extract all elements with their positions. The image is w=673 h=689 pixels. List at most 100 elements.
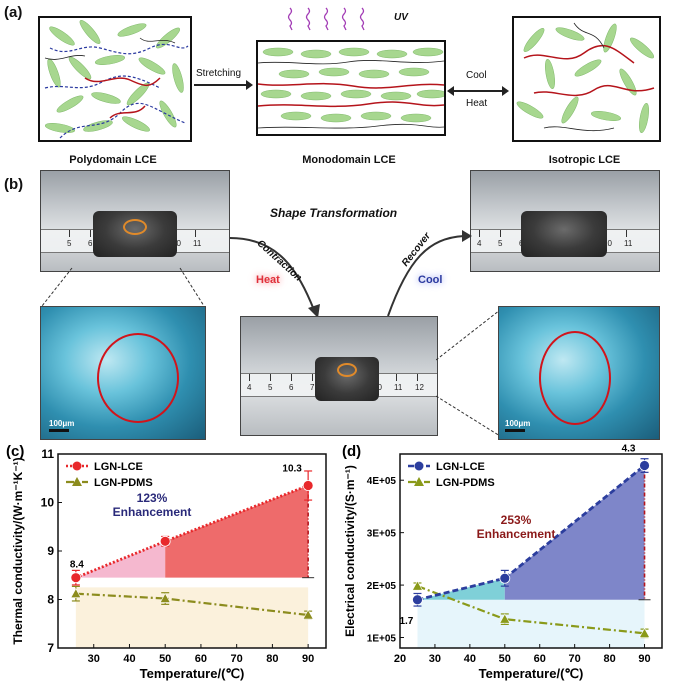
ruler-tick-label: 5 — [67, 239, 72, 248]
isotropic-caption: Isotropic LCE — [548, 154, 621, 166]
series-line — [417, 585, 645, 635]
panel-a-label: (a) — [4, 4, 23, 21]
series-line — [417, 464, 646, 602]
data-point — [412, 594, 423, 606]
enhancement-fill-high — [504, 465, 645, 600]
legend-label: LGN-LCE — [94, 461, 143, 473]
ruler-tick-label: 6 — [289, 383, 294, 392]
data-point — [639, 627, 651, 638]
monodomain-illustration — [258, 47, 444, 129]
ruler-tick-label: 5 — [268, 383, 273, 392]
data-point — [70, 572, 82, 584]
ruler-tick-label: 11 — [394, 383, 403, 392]
legend-label: LGN-LCE — [436, 461, 485, 473]
data-point — [499, 572, 511, 584]
x-tick-label: 80 — [266, 653, 278, 665]
electrical-conductivity-chart: 20 30 40 50 60 70 80 90 1E+05 2E+05 3E+05 4E+05 LGN-… — [342, 443, 663, 681]
isotropic-illustration — [516, 22, 655, 134]
ruler-tick — [500, 230, 501, 237]
monodomain-caption: Monodomain LCE — [302, 154, 396, 166]
enhancement-fill-low — [75, 541, 166, 578]
ruler-tick — [396, 374, 397, 381]
x-tick-label: 70 — [569, 653, 581, 665]
transformation-arrows — [229, 230, 472, 318]
ruler-tick — [626, 230, 627, 237]
y-tick-label: 4E+05 — [367, 476, 397, 487]
x-tick-label: 90 — [302, 653, 314, 665]
ruler-tick-label: 12 — [415, 383, 424, 392]
monodomain-schematic — [256, 40, 446, 136]
ruler-tick — [249, 374, 250, 381]
zoom-guide-lines-right — [436, 309, 501, 437]
panel-b-label: (b) — [4, 176, 24, 193]
red-highlight-ring — [97, 333, 179, 423]
ruler-tick-label: 11 — [624, 239, 633, 248]
data-point — [639, 460, 650, 471]
initial-sample-photo: 567891011 — [40, 170, 230, 272]
end-value-label: 10.3 — [282, 464, 302, 475]
y-tick-label: 1E+05 — [367, 634, 397, 645]
orange-marker-ring — [123, 219, 147, 235]
enhancement-word: Enhancement — [113, 505, 192, 519]
uv-rays — [286, 6, 396, 41]
ruler-tick-label: 11 — [193, 239, 202, 248]
legend-marker — [414, 477, 424, 486]
polydomain-caption: Polydomain LCE — [69, 154, 157, 166]
cool-badge: Cool — [418, 274, 443, 286]
x-axis-label: Temperature/(℃) — [479, 666, 584, 681]
panel-label: (d) — [342, 443, 361, 460]
legend-marker — [72, 461, 82, 471]
legend-label: LGN-PDMS — [436, 477, 495, 489]
y-tick-label: 11 — [41, 447, 54, 461]
scale-bar: 100μm — [505, 419, 530, 432]
stretching-label: Stretching — [196, 68, 242, 79]
y-tick-label: 10 — [41, 496, 55, 510]
baseline-fill — [417, 599, 645, 648]
contracted-sample-photo: 456789101112 — [240, 316, 438, 436]
x-tick-label: 40 — [123, 653, 135, 665]
x-tick-label: 60 — [534, 653, 546, 665]
micrograph-after: 100μm — [498, 306, 660, 440]
y-tick-label: 8 — [47, 593, 54, 607]
enhancement-word: Enhancement — [477, 527, 556, 541]
isotropic-schematic — [512, 16, 661, 142]
enhancement-percent: 253% — [501, 513, 532, 527]
baseline-fill — [75, 587, 309, 648]
x-tick-label: 80 — [603, 653, 615, 665]
ruler-tick — [479, 230, 480, 237]
uv-label: UV — [394, 12, 408, 23]
micrograph-before: 100μm — [40, 306, 206, 440]
ruler-tick-label: 6 — [88, 239, 93, 248]
x-tick-label: 30 — [88, 653, 100, 665]
stretching-arrow — [194, 80, 253, 90]
ruler-tick — [417, 374, 418, 381]
x-tick-label: 30 — [429, 653, 441, 665]
heat-label: Heat — [466, 98, 488, 109]
x-tick-label: 40 — [464, 653, 476, 665]
polydomain-illustration — [44, 19, 189, 139]
legend-marker — [72, 477, 82, 486]
thermal-conductivity-chart: 30 40 50 60 70 80 90 7 8 9 10 11 LGN-LCE LGN-PDMS 8.4 1… — [6, 443, 327, 681]
data-point — [411, 580, 423, 591]
heat-badge: Heat — [256, 274, 280, 286]
zoom-guide-lines-left — [41, 267, 205, 307]
data-point — [70, 588, 82, 598]
ruler-tick — [270, 374, 271, 381]
x-tick-label: 20 — [394, 653, 406, 665]
x-tick-label: 90 — [638, 653, 650, 665]
start-value-label: 1.7 — [399, 616, 413, 627]
red-highlight-ring — [539, 331, 611, 425]
legend-label: LGN-PDMS — [94, 477, 153, 489]
data-point — [499, 613, 511, 624]
legend-marker — [414, 461, 424, 471]
y-axis-label: Electrical conductivity/(S·m⁻¹) — [343, 465, 357, 637]
ruler-tick — [312, 374, 313, 381]
y-axis-label: Thermal conductivity/(W·m⁻¹K⁻¹) — [11, 457, 25, 644]
orange-marker-ring — [337, 363, 357, 377]
enhancement-percent: 123% — [137, 491, 168, 505]
ruler-tick — [90, 230, 91, 237]
enhancement-fill-high — [165, 485, 309, 578]
y-tick-label: 9 — [47, 544, 54, 558]
y-tick-label: 7 — [47, 641, 54, 655]
ruler-tick-label: 7 — [310, 383, 315, 392]
